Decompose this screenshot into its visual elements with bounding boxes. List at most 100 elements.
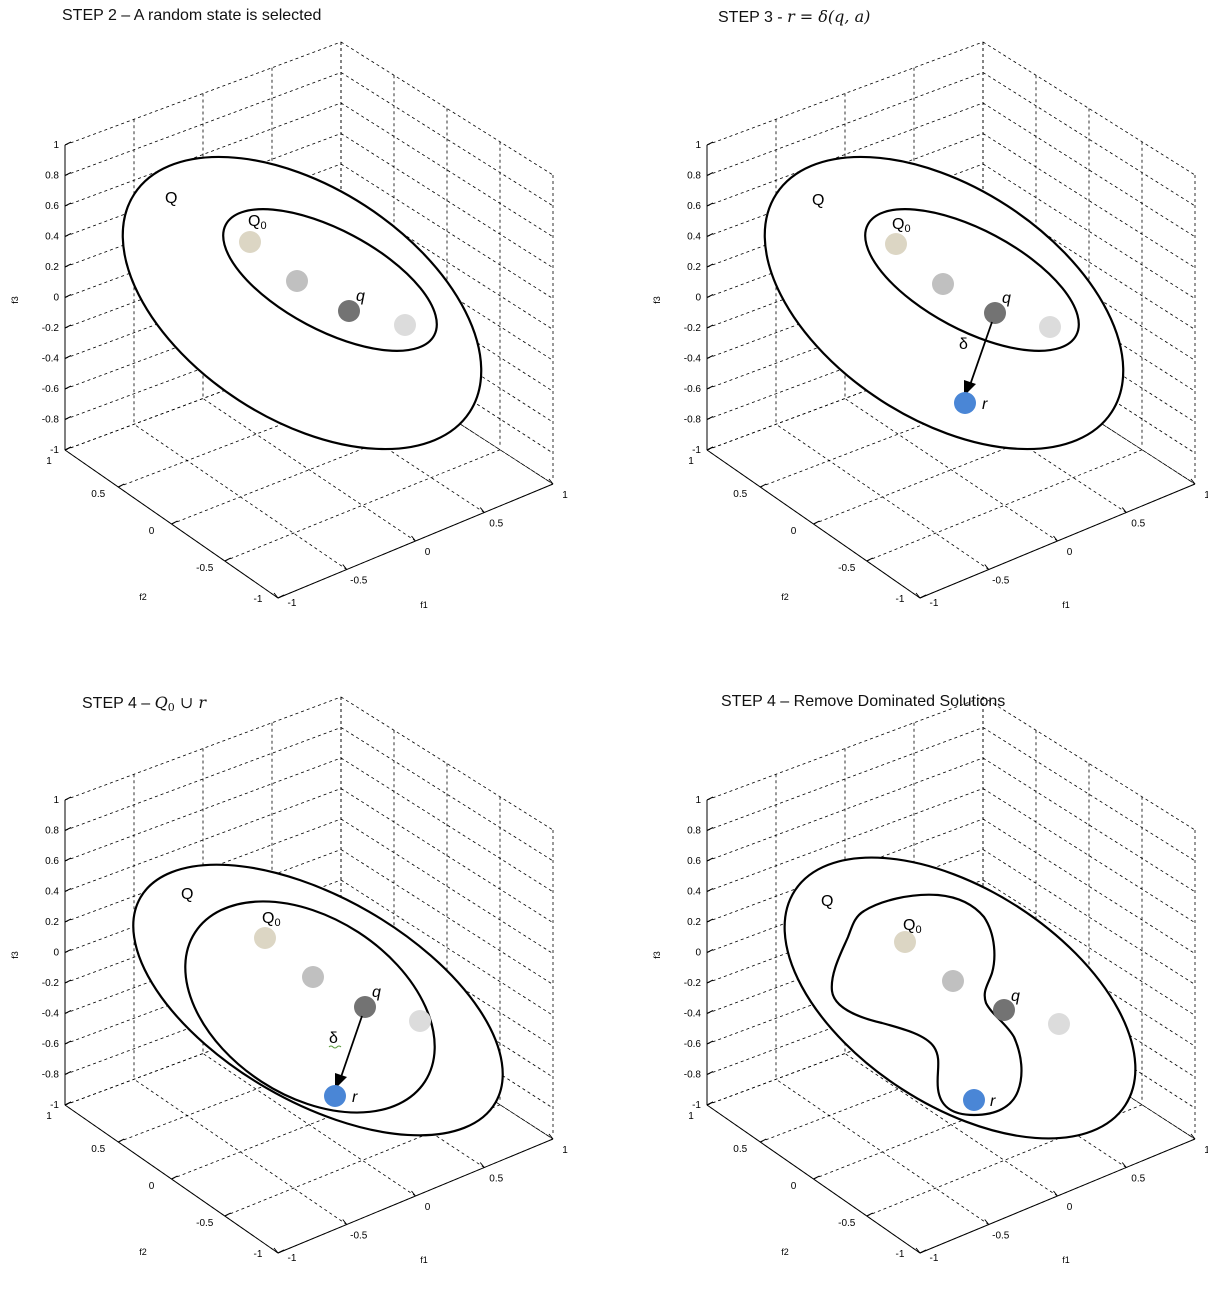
grid-line: [277, 1249, 285, 1254]
f1-tick-label: 0.5: [1131, 519, 1145, 530]
grid-line: [706, 971, 984, 1075]
point-light-gray: [932, 273, 954, 295]
label-delta: δ: [329, 1030, 338, 1047]
grid-line: [64, 727, 342, 831]
f3-tick-label: 0.8: [687, 171, 701, 182]
plot-3d: 10.80.60.40.20-0.2-0.4-0.6-0.8-110.50-0.…: [652, 696, 1208, 1265]
f3-axis-label: f3: [652, 951, 662, 959]
sets-group: [763, 155, 1125, 451]
f3-tick-label: -0.6: [684, 384, 702, 395]
grid-line: [706, 316, 984, 420]
grid-line: [224, 557, 231, 562]
grid-line: [706, 910, 984, 1014]
f1-axis-label: f1: [420, 1255, 428, 1265]
grid-line: [64, 1010, 72, 1014]
f1-tick-label: 0.5: [489, 519, 503, 530]
grid-line: [202, 398, 416, 542]
delta-squiggle: [328, 1045, 342, 1049]
grid-line: [813, 520, 820, 525]
grid-line: [273, 592, 279, 599]
set-Q0-boundary: [830, 893, 1023, 1117]
grid-line: [706, 696, 984, 801]
label-Q: Q: [165, 190, 177, 207]
f3-tick-label: -0.2: [42, 323, 60, 334]
grid-line: [64, 385, 72, 390]
grid-line: [706, 879, 984, 984]
grid-line: [760, 483, 767, 488]
grid-line: [706, 255, 984, 359]
grid-line: [706, 727, 984, 831]
grid-line: [64, 971, 342, 1075]
grid-line: [706, 41, 984, 146]
grid-line: [64, 888, 72, 892]
f2-tick-label: -1: [896, 594, 905, 605]
point-light-gray: [302, 966, 324, 988]
grid-line: [706, 1040, 714, 1045]
grid-line: [64, 224, 342, 329]
panel-title: STEP 4 – Q0 ∪ r: [82, 693, 206, 714]
grid-line: [706, 888, 714, 892]
set-Q-boundary: [121, 155, 483, 451]
label-Q: Q: [812, 192, 824, 209]
grid-line: [919, 1249, 927, 1254]
f3-tick-label: 0.4: [45, 887, 59, 898]
grid-line: [64, 41, 342, 146]
grid-line: [64, 416, 72, 420]
f1-tick-label: -0.5: [992, 1231, 1010, 1242]
grid-line: [915, 1247, 921, 1254]
grid-line: [479, 1162, 485, 1168]
grid-line: [706, 1101, 714, 1106]
grid-line: [64, 163, 342, 268]
point-q: [338, 300, 360, 322]
f2-axis-label: f2: [139, 1247, 147, 1257]
delta-arrow: [968, 321, 993, 389]
grid-line: [706, 285, 984, 390]
grid-line: [984, 1219, 990, 1225]
grid-line: [706, 818, 984, 923]
point-r: [324, 1085, 346, 1107]
label-Q0: Q0: [262, 910, 281, 929]
grid-line: [706, 1071, 714, 1075]
f3-axis-label: f3: [652, 296, 662, 304]
f3-tick-label: 0.8: [45, 826, 59, 837]
f2-tick-label: 1: [688, 456, 694, 467]
grid-line: [706, 949, 714, 953]
f3-tick-label: 0.8: [687, 826, 701, 837]
f2-tick-label: 0.5: [733, 1144, 747, 1155]
grid-line: [64, 696, 342, 801]
grid-line: [64, 172, 72, 176]
f1-tick-label: -1: [930, 598, 939, 609]
point-light-gray: [942, 970, 964, 992]
f3-tick-label: 1: [53, 795, 59, 806]
f1-tick-label: 0: [1067, 547, 1073, 558]
label-q: q: [356, 288, 365, 305]
f3-tick-label: 1: [695, 795, 701, 806]
f2-axis-label: f2: [139, 592, 147, 602]
arrow-head: [335, 1073, 347, 1089]
f3-tick-label: 1: [53, 140, 59, 151]
grid-line: [706, 194, 984, 298]
grid-line: [1121, 507, 1127, 513]
panel-step4-remove: STEP 4 – Remove Dominated Solutions 1 0.8…: [642, 655, 1208, 1309]
set-Q-boundary: [763, 155, 1125, 451]
label-q: q: [1002, 290, 1011, 307]
f3-tick-label: 0.4: [45, 232, 59, 243]
f1-tick-label: -1: [288, 1253, 297, 1264]
grid-line: [64, 72, 342, 176]
grid-line: [64, 918, 72, 923]
f3-axis-label: f3: [10, 296, 20, 304]
grid-line: [64, 879, 342, 984]
grid-line: [548, 478, 554, 485]
point-r: [963, 1089, 985, 1111]
grid-line: [64, 1101, 72, 1106]
grid-line: [64, 827, 72, 831]
label-r: r: [982, 396, 988, 413]
grid-line: [202, 1053, 416, 1197]
grid-line: [915, 592, 921, 599]
grid-line: [224, 1212, 231, 1217]
arrow-head: [964, 380, 976, 396]
grid-line: [171, 1175, 178, 1180]
panel-step2: STEP 2 – A random state is selected 1 0.8…: [0, 0, 604, 654]
grid-line: [64, 849, 342, 953]
grid-line: [706, 416, 714, 420]
